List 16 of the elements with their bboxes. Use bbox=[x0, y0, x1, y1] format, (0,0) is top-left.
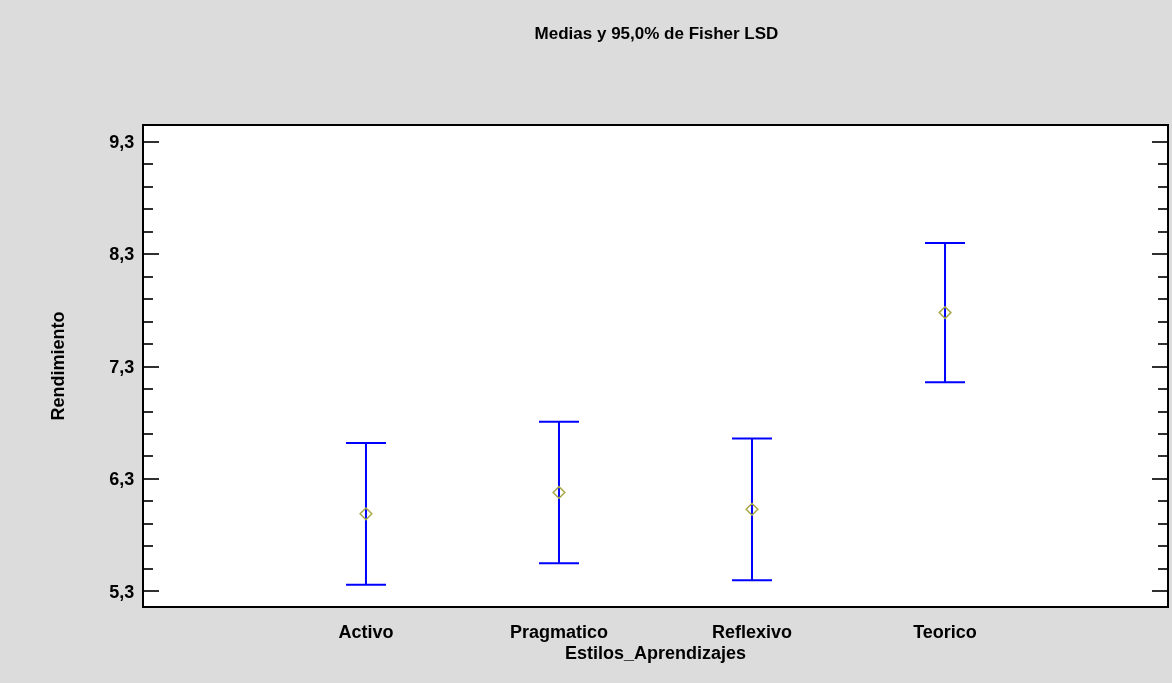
y-tick-label: 7,3 bbox=[109, 356, 135, 377]
y-axis-title: Rendimiento bbox=[48, 311, 69, 421]
point bbox=[359, 507, 373, 521]
x-tick-label: Teorico bbox=[913, 621, 977, 642]
chart-title: Medias y 95,0% de Fisher LSD bbox=[534, 23, 779, 43]
y-tick-label: 8,3 bbox=[109, 244, 135, 265]
point bbox=[745, 502, 759, 516]
point bbox=[938, 306, 952, 320]
y-tick-label: 5,3 bbox=[109, 581, 135, 602]
point bbox=[552, 485, 566, 500]
y-tick-label: 6,3 bbox=[109, 469, 135, 490]
x-tick-label: Reflexivo bbox=[711, 621, 793, 642]
x-tick-label: Activo bbox=[338, 621, 394, 642]
y-tick-label: 9,3 bbox=[109, 132, 135, 153]
x-axis-title: Estilos_Aprendizajes bbox=[564, 643, 747, 664]
x-tick-label: Pragmatico bbox=[509, 621, 609, 642]
